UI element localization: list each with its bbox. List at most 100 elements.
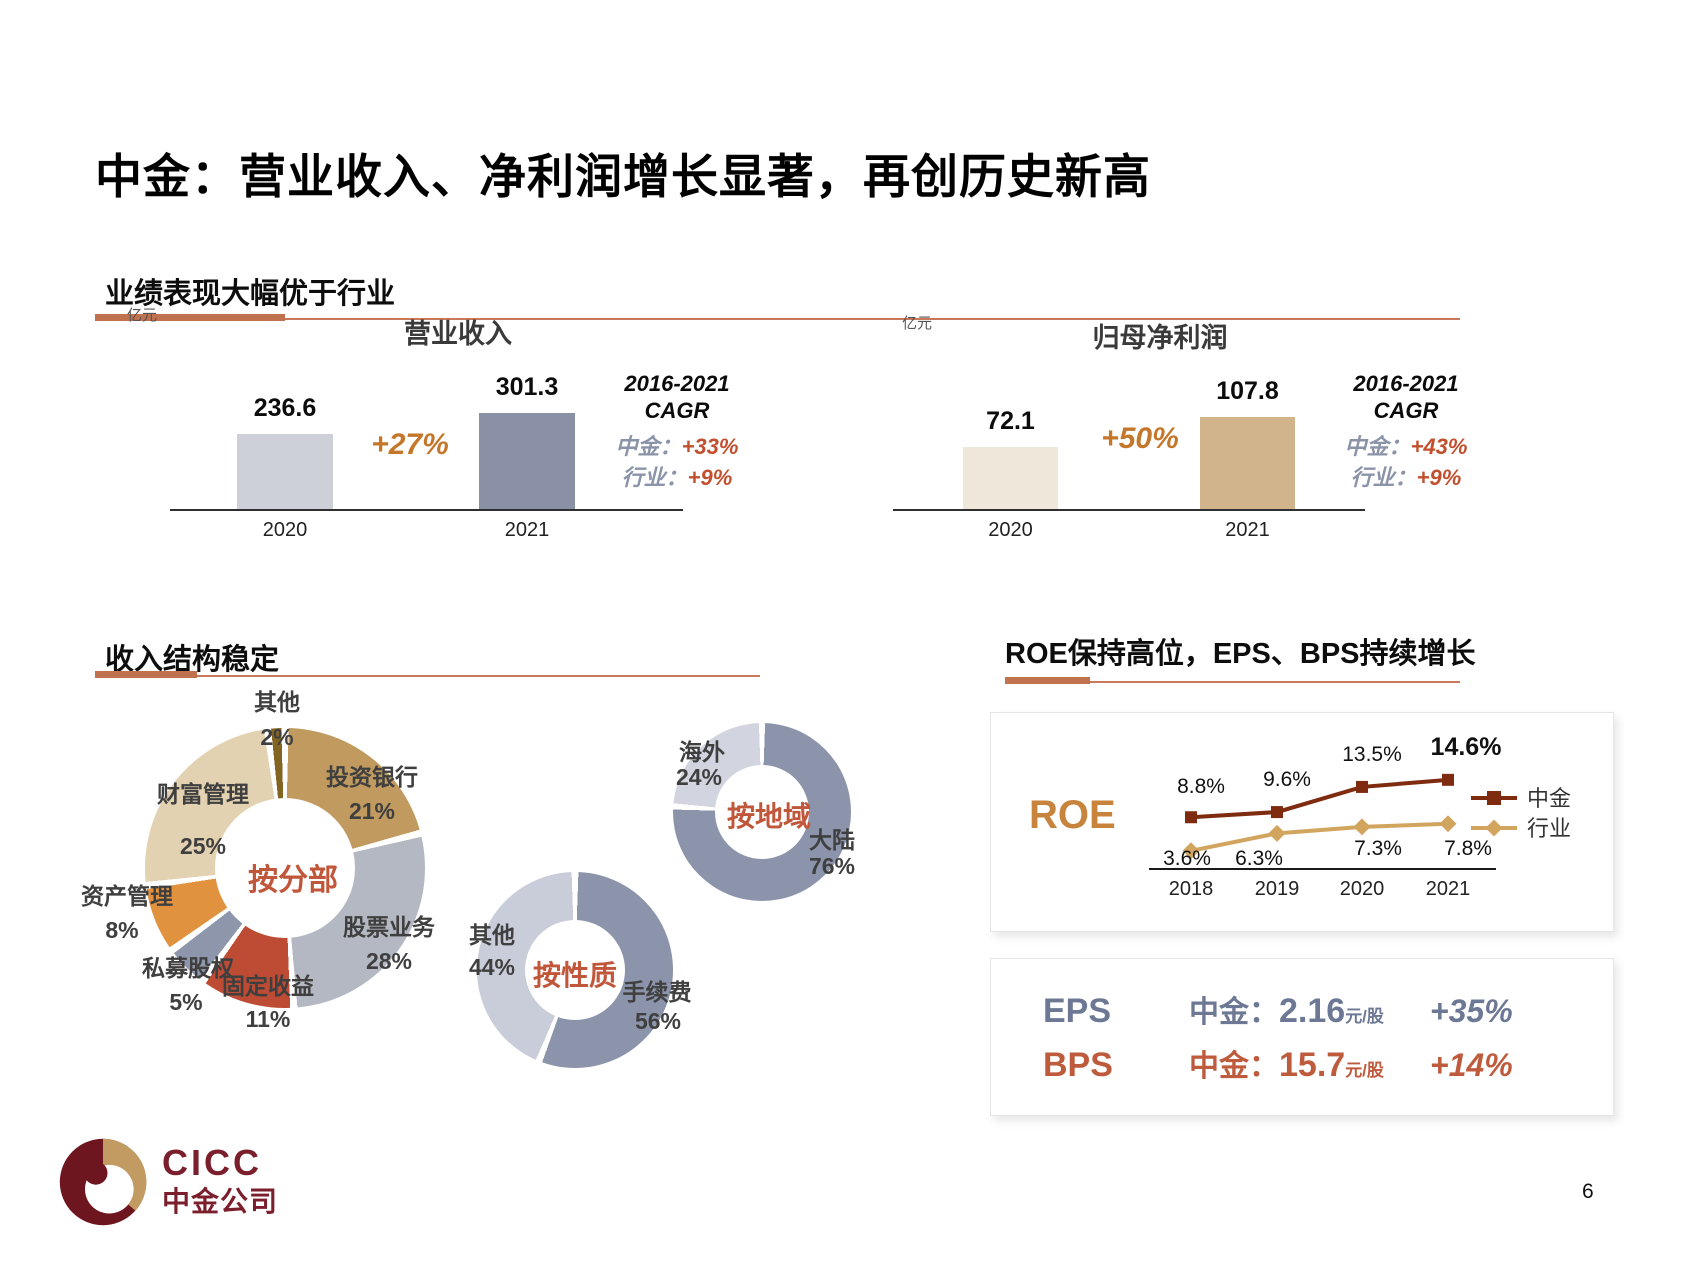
svg-text:2020: 2020: [1340, 878, 1385, 900]
revenue-cagr-period: 2016-2021: [624, 371, 730, 396]
profit-cagr-block: 2016-2021 CAGR 中金：+43% 行业：+9%: [1326, 370, 1486, 493]
page-number: 6: [1582, 1180, 1594, 1203]
revenue-cagr-block: 2016-2021 CAGR 中金：+33% 行业：+9%: [597, 370, 757, 493]
slice-label-fees: 手续费: [622, 979, 692, 1006]
bar-2021: [479, 413, 575, 509]
profit-cagr-cicc-name: 中金：: [1344, 434, 1411, 459]
slice-pct-other-nature: 44%: [468, 954, 516, 981]
bar-value-2021: 107.8: [1216, 377, 1279, 405]
slice-pct-equities: 28%: [365, 948, 413, 975]
bar-2020: [237, 434, 333, 509]
eps-bps-card: EPS 中金： 2.16 元/股 +35% BPS 中金： 15.7 元/股 +…: [990, 958, 1614, 1116]
profit-cagr-industry-value: +9%: [1416, 465, 1462, 490]
slice-label-overseas: 海外: [679, 739, 725, 766]
slice-label-private-equity: 私募股权: [142, 955, 234, 982]
section-structure-underline-accent: [95, 671, 197, 678]
svg-text:中金: 中金: [1527, 786, 1571, 811]
bps-value: 15.7: [1279, 1046, 1346, 1084]
slice-pct-asset-management: 8%: [105, 917, 139, 944]
section_structure.by_nature-donut-hole: [525, 920, 625, 1020]
roe-card: ROE 2018 2019 2020 2021 8.8% 9.6% 13.5% 14.6% 中金…: [990, 712, 1614, 932]
slice-pct-overseas: 24%: [675, 764, 723, 791]
revenue-cagr-industry-name: 行业：: [621, 465, 688, 490]
bps-unit: 元/股: [1345, 1061, 1384, 1080]
bar-year-2021: 2021: [1225, 519, 1270, 541]
svg-text:8.8%: 8.8%: [1177, 775, 1225, 798]
revenue-cagr-row-cicc: 中金：+33%: [597, 431, 757, 462]
slice-label-fixed-income: 固定收益: [222, 973, 314, 1000]
bps-growth: +14%: [1429, 1047, 1513, 1083]
revenue-growth-label: +27%: [371, 428, 449, 461]
svg-text:13.5%: 13.5%: [1342, 743, 1402, 766]
revenue-cagr-cicc-name: 中金：: [615, 434, 682, 459]
profit-cagr-cicc-value: +43%: [1410, 434, 1468, 459]
section-returns-header: ROE保持高位，EPS、BPS持续增长: [1005, 638, 1476, 670]
slice-label-asset-management: 资产管理: [81, 883, 173, 910]
svg-text:2018: 2018: [1169, 878, 1214, 900]
slice-label-investment-banking: 投资银行: [326, 764, 418, 791]
donut-division-center-label: 按分部: [248, 864, 338, 897]
slice-pct-fees: 56%: [634, 1008, 682, 1035]
svg-text:2021: 2021: [1426, 878, 1471, 900]
eps-value: 2.16: [1279, 992, 1346, 1030]
eps-name: EPS: [1043, 992, 1112, 1030]
bar-year-2021: 2021: [504, 519, 550, 541]
svg-text:6.3%: 6.3%: [1235, 847, 1283, 870]
page-title: 中金：营业收入、净利润增长显著，再创历史新高: [95, 150, 1151, 203]
svg-text:7.3%: 7.3%: [1354, 837, 1402, 860]
eps-unit: 元/股: [1345, 1007, 1384, 1026]
bar-2021: [1200, 417, 1295, 509]
section-performance-underline-accent: [95, 314, 285, 321]
bar-value-2020: 72.1: [986, 407, 1035, 435]
bar-value-2021: 301.3: [495, 373, 559, 401]
section_structure.by_region-donut-hole: [715, 765, 809, 859]
section-returns-underline: [1005, 681, 1460, 683]
eps-growth: +35%: [1429, 993, 1513, 1029]
revenue-unit-label: 亿元: [127, 307, 158, 324]
section-structure-underline: [95, 675, 760, 677]
section_performance.revenue_chart-x-axis: [170, 509, 683, 511]
roe-title: ROE: [1029, 793, 1116, 837]
profit-growth-label: +50%: [1101, 422, 1179, 455]
slice-label-wealth-management: 财富管理: [157, 781, 249, 808]
section_performance.profit_chart-x-axis: [893, 509, 1365, 511]
logo-text-en: CICC: [162, 1142, 262, 1183]
bar-value-2020: 236.6: [253, 394, 317, 422]
section-performance-header: 业绩表现大幅优于行业: [105, 278, 396, 310]
bar-year-2020: 2020: [988, 519, 1033, 541]
revenue-chart-title: 营业收入: [404, 319, 512, 349]
revenue-cagr-label: CAGR: [644, 398, 710, 423]
donut-nature-center-label: 按性质: [532, 960, 618, 991]
bar-2020: [963, 447, 1058, 509]
profit-cagr-industry-name: 行业：: [1350, 465, 1417, 490]
revenue-cagr-industry-value: +9%: [687, 465, 733, 490]
bps-row: BPS 中金： 15.7 元/股 +14%: [1043, 1041, 1513, 1085]
profit-cagr-row-cicc: 中金：+43%: [1326, 431, 1486, 462]
bar-year-2020: 2020: [262, 519, 308, 541]
section_structure.by_division-donut-hole: [215, 798, 355, 938]
slice-pct-private-equity: 5%: [169, 989, 203, 1016]
slice-label-other-nature: 其他: [469, 922, 515, 949]
roe-line-chart: 2018 2019 2020 2021 8.8% 9.6% 13.5% 14.6% 中金 3.6%…: [1149, 733, 1571, 900]
profit-cagr-period: 2016-2021: [1353, 371, 1459, 396]
logo-text-cn: 中金公司: [162, 1186, 279, 1217]
svg-text:3.6%: 3.6%: [1163, 847, 1211, 870]
svg-text:2019: 2019: [1255, 878, 1300, 900]
eps-row: EPS 中金： 2.16 元/股 +35%: [1043, 987, 1513, 1031]
profit-chart-title: 归母净利润: [1092, 323, 1228, 353]
bps-label: 中金：: [1189, 1050, 1279, 1083]
bps-name: BPS: [1043, 1046, 1113, 1084]
revenue-cagr-row-industry: 行业：+9%: [597, 462, 757, 493]
section-returns-underline-accent: [1005, 677, 1090, 684]
slice-pct-mainland: 76%: [808, 853, 856, 880]
profit-cagr-row-industry: 行业：+9%: [1326, 462, 1486, 493]
slice-pct-wealth-management: 25%: [179, 833, 227, 860]
profit-cagr-label: CAGR: [1373, 398, 1439, 423]
donut-region-center-label: 按地域: [726, 801, 812, 832]
cicc-logo-icon: [59, 1138, 147, 1226]
slice-label-mainland: 大陆: [809, 827, 855, 854]
eps-label: 中金：: [1189, 996, 1279, 1029]
svg-text:行业: 行业: [1527, 816, 1571, 841]
profit-unit-label: 亿元: [902, 315, 933, 332]
